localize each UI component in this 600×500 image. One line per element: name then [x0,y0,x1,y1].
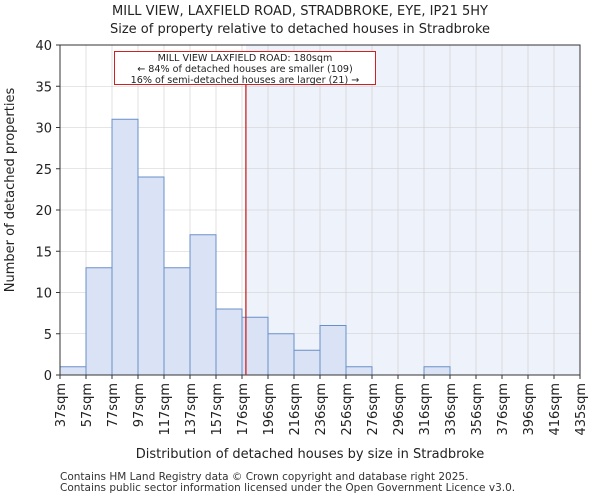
bar [215,308,243,376]
x-axis-label: Distribution of detached houses by size … [136,447,484,462]
x-tick-label: 77sqm [106,383,121,427]
annotation-line-2: ← 84% of detached houses are smaller (10… [137,64,353,75]
footer-line-2: Contains public sector information licen… [60,482,516,494]
y-tick-label: 40 [35,39,52,54]
x-tick-label: 236sqm [314,383,329,436]
x-tick-label: 137sqm [184,383,199,436]
bar [293,349,321,376]
x-tick-label: 117sqm [158,383,173,436]
annotation-line-1: MILL VIEW LAXFIELD ROAD: 180sqm [157,53,333,64]
x-tick-label: 396sqm [522,383,537,436]
x-tick-label: 296sqm [392,383,407,436]
y-tick-label: 5 [44,328,52,343]
y-tick-label: 0 [44,369,52,384]
bar [111,118,139,376]
x-tick-label: 376sqm [496,383,511,436]
title-line-2: Size of property relative to detached ho… [109,22,491,37]
x-tick-label: 256sqm [340,383,355,436]
bar [423,366,451,376]
x-tick-label: 336sqm [444,383,459,436]
bar [319,325,347,376]
x-tick-label: 276sqm [366,383,381,436]
x-tick-label: 57sqm [80,383,95,427]
x-tick-label: 176sqm [236,383,251,436]
x-tick-label: 356sqm [470,383,485,436]
chart-title: MILL VIEW, LAXFIELD ROAD, STRADBROKE, EY… [0,3,600,39]
y-tick-label: 35 [35,80,52,95]
x-tick-label: 416sqm [548,383,563,436]
bar [345,366,373,376]
footer-attribution: Contains HM Land Registry data © Crown c… [60,472,515,494]
bar [163,267,191,376]
footer-line-1: Contains HM Land Registry data © Crown c… [60,471,469,483]
x-tick-label: 157sqm [210,383,225,436]
bar [59,366,87,376]
x-tick-label: 216sqm [288,383,303,436]
y-tick-label: 20 [35,204,52,219]
bar [137,176,165,376]
property-annotation-box: MILL VIEW LAXFIELD ROAD: 180sqm ← 84% of… [114,51,376,86]
bar [267,333,295,376]
y-tick-label: 15 [35,245,52,260]
y-tick-label: 10 [35,287,52,302]
y-tick-label: 30 [35,122,52,137]
x-tick-label: 435sqm [574,383,589,436]
annotation-line-3: 16% of semi-detached houses are larger (… [130,75,360,86]
x-tick-label: 316sqm [418,383,433,436]
y-tick-label: 25 [35,163,52,178]
x-tick-label: 37sqm [54,383,69,427]
y-axis-label: Number of detached properties [3,88,18,293]
bar [85,267,113,376]
title-line-1: MILL VIEW, LAXFIELD ROAD, STRADBROKE, EY… [112,4,488,19]
bar [189,234,217,376]
x-tick-label: 97sqm [132,383,147,427]
x-tick-label: 196sqm [262,383,277,436]
